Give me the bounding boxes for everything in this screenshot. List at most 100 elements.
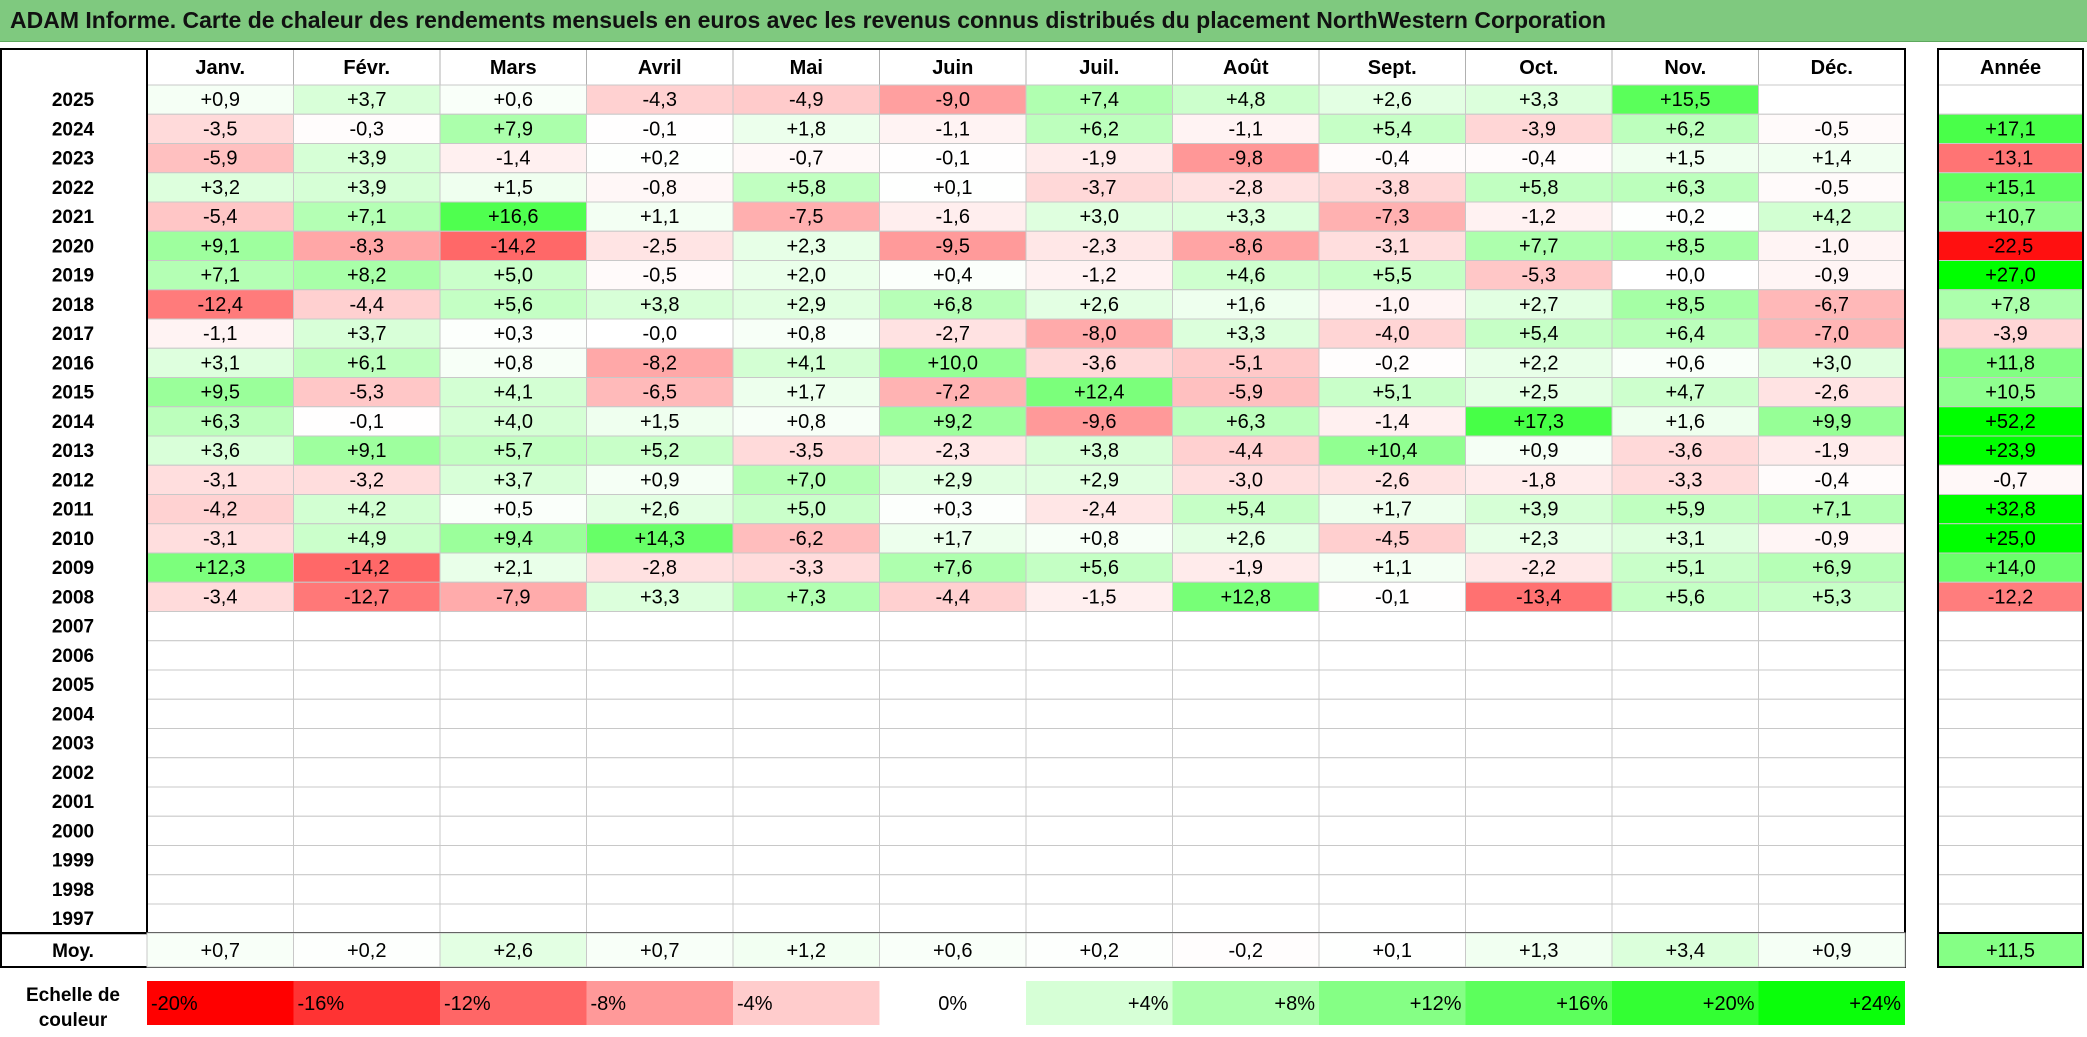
color-scale-stop-label: +24%	[1849, 993, 1901, 1015]
heatmap-cell	[293, 377, 441, 408]
heatmap-cell	[1611, 903, 1759, 934]
year-label: 2011	[52, 500, 94, 521]
heatmap-cell	[1465, 435, 1613, 466]
heatmap-cell-value: +8,2	[347, 265, 386, 287]
heatmap-cell	[1172, 406, 1320, 437]
heatmap-cell-value: +10,4	[1367, 440, 1418, 462]
heatmap-cell	[1758, 464, 1906, 495]
heatmap-cell	[1758, 728, 1906, 759]
heatmap-cell-value: -14,2	[490, 235, 536, 257]
heatmap-cell-value: +1,5	[494, 177, 533, 199]
heatmap-cell	[732, 640, 880, 671]
heatmap-cell-value: -2,8	[1229, 177, 1263, 199]
heatmap-cell	[293, 84, 441, 115]
heatmap-cell	[1465, 757, 1613, 788]
heatmap-cell	[293, 406, 441, 437]
heatmap-cell	[1318, 581, 1466, 612]
heatmap-cell	[732, 903, 880, 934]
heatmap-cell	[1172, 698, 1320, 729]
annual-cell	[1937, 143, 2084, 174]
color-scale-label: Echelle de	[26, 985, 120, 1006]
heatmap-cell	[1318, 611, 1466, 642]
heatmap-cell	[1465, 260, 1613, 291]
annual-cell	[1937, 84, 2084, 115]
annual-header-cell	[1937, 48, 2084, 86]
heatmap-cell-value: +0,1	[933, 177, 972, 199]
average-cell	[439, 932, 587, 968]
heatmap-cell-value: +8,5	[1666, 235, 1705, 257]
heatmap-cell-value: +4,1	[494, 382, 533, 404]
heatmap-cell	[586, 698, 734, 729]
heatmap-cell	[1758, 260, 1906, 291]
heatmap-cell-value: -2,2	[1522, 557, 1556, 579]
heatmap-cell-value: +3,7	[494, 469, 533, 491]
heatmap-cell-value: +2,6	[640, 499, 679, 521]
heatmap-cell	[1758, 406, 1906, 437]
heatmap-cell	[1318, 757, 1466, 788]
heatmap-cell-value: -0,4	[1522, 148, 1556, 170]
heatmap-cell-value: -0,9	[1815, 265, 1849, 287]
heatmap-cell-value: +12,3	[195, 557, 246, 579]
heatmap-cell	[1172, 815, 1320, 846]
heatmap-cell-value: +17,3	[1513, 411, 1564, 433]
heatmap-cell-value: +1,4	[1812, 148, 1851, 170]
heatmap-cell	[586, 406, 734, 437]
heatmap-cell	[879, 143, 1027, 174]
heatmap-cell	[293, 113, 441, 144]
heatmap-cell	[586, 669, 734, 700]
heatmap-cell	[1758, 552, 1906, 583]
annual-cell-value: -12,2	[1988, 586, 2034, 608]
color-scale-label: couleur	[39, 1010, 108, 1031]
heatmap-cell-value: +3,6	[201, 440, 240, 462]
year-label: 2015	[52, 383, 95, 404]
heatmap-cell	[1172, 260, 1320, 291]
average-cell	[1758, 932, 1906, 968]
heatmap-cell	[879, 640, 1027, 671]
heatmap-cell	[732, 845, 880, 876]
annual-cell-value: -22,5	[1988, 235, 2034, 257]
heatmap-cell-value: +3,0	[1080, 206, 1119, 228]
heatmap-cell-value: +3,7	[347, 89, 386, 111]
heatmap-cell	[1611, 318, 1759, 349]
heatmap-cell	[293, 874, 441, 905]
annual-cell	[1937, 552, 2084, 583]
heatmap-cell-value: -7,0	[1815, 323, 1849, 345]
color-scale-swatch	[1026, 981, 1173, 1025]
heatmap-cell-value: +5,5	[1373, 265, 1412, 287]
heatmap-cell-value: -3,0	[1229, 469, 1263, 491]
heatmap-cell	[293, 757, 441, 788]
heatmap-cell	[439, 84, 587, 115]
average-cell	[586, 932, 734, 968]
heatmap-cell	[879, 874, 1027, 905]
heatmap-cell-value: -3,3	[789, 557, 823, 579]
average-cell-value: +1,3	[1519, 940, 1558, 962]
heatmap-cell-value: +3,3	[1519, 89, 1558, 111]
heatmap-cell	[1172, 786, 1320, 817]
heatmap-cell-value: +1,7	[787, 382, 826, 404]
heatmap-cell	[1025, 874, 1173, 905]
heatmap-cell	[439, 377, 587, 408]
heatmap-cell-value: +5,9	[1666, 499, 1705, 521]
heatmap-cell-value: +7,1	[1812, 499, 1851, 521]
year-label: 2018	[52, 295, 94, 316]
heatmap-cell	[1465, 874, 1613, 905]
heatmap-cell	[146, 84, 294, 115]
heatmap-cell	[1318, 347, 1466, 378]
heatmap-cell	[1611, 552, 1759, 583]
heatmap-cell-value: +6,9	[1812, 557, 1851, 579]
heatmap-cell-value: +1,6	[1226, 294, 1265, 316]
heatmap-cell-value: +1,5	[1666, 148, 1705, 170]
heatmap-cell	[146, 435, 294, 466]
column-header-label: Sept.	[1368, 57, 1417, 79]
year-label: 2000	[52, 821, 94, 842]
heatmap-cell	[732, 523, 880, 554]
heatmap-cell-value: +0,8	[1080, 528, 1119, 550]
heatmap-cell	[1025, 435, 1173, 466]
heatmap-cell-value: +2,6	[1226, 528, 1265, 550]
heatmap-cell	[1172, 172, 1320, 203]
column-header-cell	[293, 48, 441, 86]
heatmap-cell	[1172, 84, 1320, 115]
heatmap-cell	[1611, 874, 1759, 905]
heatmap-cell-value: -12,4	[197, 294, 243, 316]
heatmap-cell	[586, 84, 734, 115]
